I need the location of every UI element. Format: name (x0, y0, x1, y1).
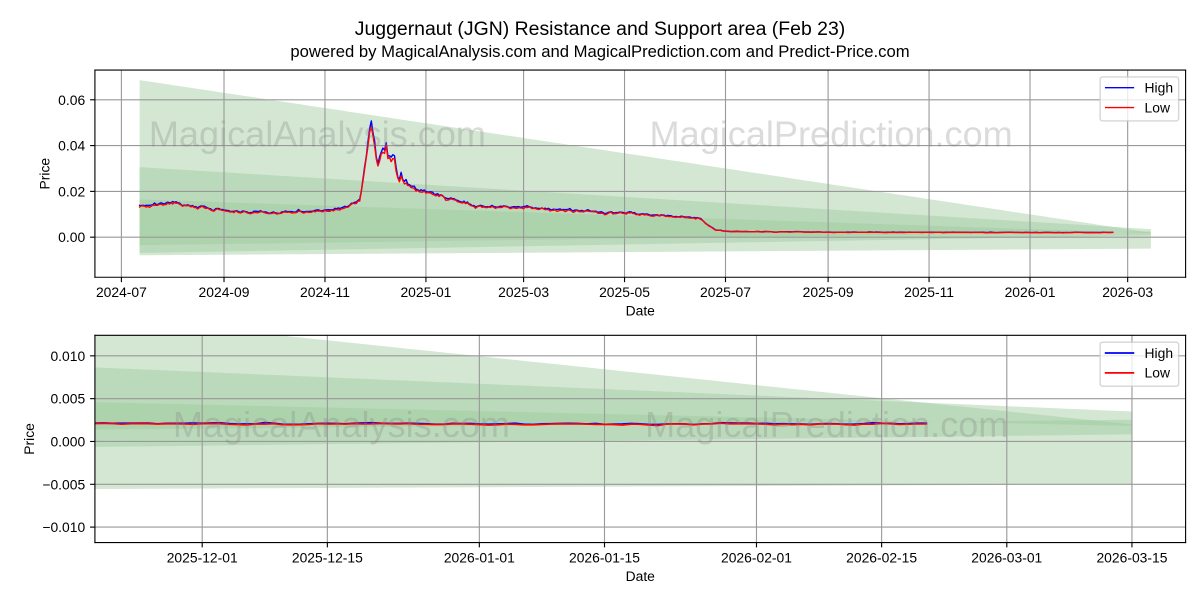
svg-text:MagicalAnalysis.com: MagicalAnalysis.com (173, 404, 510, 445)
svg-text:Low: Low (1145, 99, 1171, 115)
svg-text:2025-07: 2025-07 (700, 284, 751, 300)
svg-text:−0.010: −0.010 (42, 519, 85, 535)
svg-text:2025-01: 2025-01 (400, 284, 451, 300)
svg-text:2024-07: 2024-07 (96, 284, 147, 300)
svg-text:2026-01-15: 2026-01-15 (569, 549, 640, 565)
svg-text:MagicalPrediction.com: MagicalPrediction.com (645, 404, 1008, 445)
svg-text:2024-11: 2024-11 (300, 284, 350, 300)
svg-text:0.005: 0.005 (50, 391, 85, 407)
svg-text:2025-11: 2025-11 (904, 284, 954, 300)
svg-text:2025-05: 2025-05 (599, 284, 650, 300)
svg-text:−0.005: −0.005 (42, 476, 85, 492)
svg-text:Juggernaut (JGN) Resistance an: Juggernaut (JGN) Resistance and Support … (355, 18, 846, 40)
svg-text:0.04: 0.04 (58, 138, 85, 154)
svg-text:Price: Price (37, 158, 53, 190)
svg-text:Date: Date (626, 303, 656, 319)
svg-text:0.00: 0.00 (58, 229, 85, 245)
svg-text:2026-01-01: 2026-01-01 (444, 549, 515, 565)
svg-text:2026-02-01: 2026-02-01 (721, 549, 792, 565)
svg-text:2025-09: 2025-09 (803, 284, 854, 300)
svg-text:High: High (1145, 80, 1174, 96)
svg-text:2025-03: 2025-03 (498, 284, 549, 300)
svg-text:2026-03-15: 2026-03-15 (1096, 549, 1167, 565)
svg-text:2025-12-01: 2025-12-01 (167, 549, 238, 565)
svg-text:2025-12-15: 2025-12-15 (292, 549, 363, 565)
svg-text:MagicalPrediction.com: MagicalPrediction.com (650, 114, 1013, 155)
svg-text:MagicalAnalysis.com: MagicalAnalysis.com (149, 114, 486, 155)
svg-text:powered by MagicalAnalysis.com: powered by MagicalAnalysis.com and Magic… (290, 42, 909, 61)
svg-text:2026-01: 2026-01 (1005, 284, 1056, 300)
svg-text:2026-03: 2026-03 (1102, 284, 1153, 300)
svg-text:Date: Date (626, 568, 656, 584)
svg-text:High: High (1145, 345, 1174, 361)
svg-text:0.000: 0.000 (50, 434, 85, 450)
svg-text:0.06: 0.06 (58, 92, 85, 108)
svg-text:2024-09: 2024-09 (199, 284, 250, 300)
svg-text:Price: Price (21, 423, 37, 455)
svg-text:0.02: 0.02 (58, 183, 85, 199)
svg-text:0.010: 0.010 (50, 348, 85, 364)
svg-text:2026-02-15: 2026-02-15 (846, 549, 917, 565)
svg-text:Low: Low (1145, 365, 1171, 381)
svg-text:2026-03-01: 2026-03-01 (971, 549, 1042, 565)
